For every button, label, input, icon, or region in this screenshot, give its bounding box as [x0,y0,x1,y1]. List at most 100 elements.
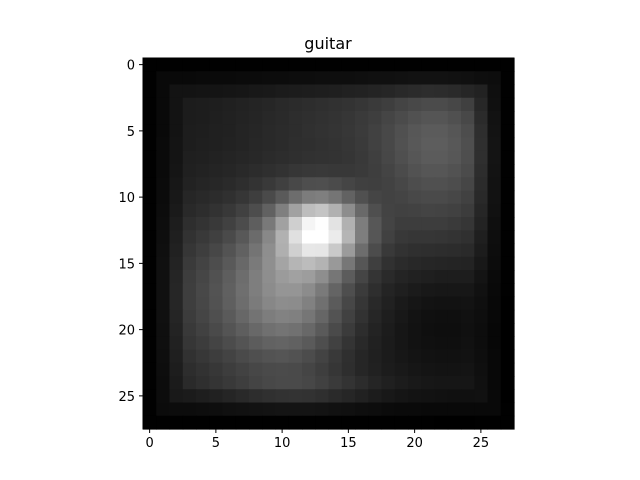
heatmap-cell [182,111,197,125]
heatmap-cell [447,389,462,404]
heatmap-cell [275,203,290,218]
heatmap-cell [381,270,396,284]
x-axis: 0 5 10 15 20 25 [145,429,489,451]
heatmap-cell [156,58,171,72]
heatmap-cell [355,71,369,86]
heatmap-cell [408,415,422,430]
heatmap-cell [500,164,515,178]
heatmap-cell [302,111,316,125]
heatmap-cell [421,376,436,390]
heatmap-cell [381,296,396,311]
heatmap-cell [262,256,277,271]
heatmap-cell [487,389,502,404]
heatmap-cell [368,389,383,404]
heatmap-cell [421,270,436,284]
heatmap-cell [487,283,502,298]
heatmap-cell [288,323,303,337]
heatmap-cell [182,336,197,351]
heatmap-cell [275,217,290,231]
heatmap-cell [315,217,330,231]
heatmap-cell [275,309,290,324]
heatmap-cell [368,84,383,99]
heatmap-cell [169,270,184,284]
heatmap-cell [500,203,515,218]
heatmap-cell [447,164,462,178]
heatmap-cell [302,190,316,205]
heatmap-cell [487,190,502,205]
heatmap-cell [341,336,356,351]
heatmap-cell [275,323,290,337]
heatmap-cell [355,256,369,271]
heatmap-cell [315,84,330,99]
heatmap-cell [328,389,343,404]
heatmap-cell [249,362,263,377]
heatmap-cell [143,177,157,192]
heatmap-cell [381,323,396,337]
heatmap-cell [474,217,489,231]
heatmap-cell [288,336,303,351]
heatmap-cell [288,84,303,99]
heatmap-cell [328,402,343,417]
heatmap-cell [461,256,475,271]
heatmap-cell [262,270,277,284]
heatmap-cell [156,256,171,271]
heatmap-cell [421,362,436,377]
heatmap-cell [222,283,237,298]
heatmap-cell [328,283,343,298]
heatmap-cell [341,150,356,165]
heatmap-cell [355,309,369,324]
heatmap-cell [235,323,250,337]
heatmap-cell [421,296,436,311]
heatmap-cell [275,190,290,205]
heatmap-cell [487,243,502,258]
heatmap-cell [421,349,436,364]
heatmap-cell [262,177,277,192]
heatmap-cell [394,376,409,390]
heatmap-cell [447,296,462,311]
heatmap-cell [169,111,184,125]
heatmap-cell [434,376,449,390]
heatmap-cell [474,270,489,284]
heatmap-cell [368,190,383,205]
heatmap-cell [156,71,171,86]
heatmap-cell [474,71,489,86]
heatmap-cell [341,71,356,86]
heatmap-cell [381,164,396,178]
heatmap-cell [182,58,197,72]
heatmap-cell [235,349,250,364]
heatmap-cell [341,243,356,258]
heatmap-cell [408,111,422,125]
heatmap-cell [474,349,489,364]
heatmap-cell [262,389,277,404]
heatmap-cell [288,230,303,245]
heatmap-cell [408,402,422,417]
heatmap-cell [169,71,184,86]
heatmap-cell [235,376,250,390]
heatmap-cell [408,164,422,178]
heatmap-cell [487,230,502,245]
x-tick-label: 10 [274,436,291,451]
heatmap-cell [461,402,475,417]
heatmap-cell [461,323,475,337]
heatmap-cell [341,124,356,139]
heatmap-cell [209,177,224,192]
heatmap-cell [249,389,263,404]
heatmap-cell [249,349,263,364]
heatmap-cell [235,243,250,258]
heatmap-cell [368,177,383,192]
heatmap-cell [209,323,224,337]
heatmap-cell [209,296,224,311]
heatmap-cell [275,362,290,377]
heatmap-cell [196,164,210,178]
heatmap-cell [235,296,250,311]
heatmap-cell [341,177,356,192]
heatmap-cell [288,58,303,72]
heatmap-cell [474,362,489,377]
heatmap-cell [368,58,383,72]
heatmap-cell [447,137,462,152]
heatmap-cell [235,217,250,231]
heatmap-cell [196,217,210,231]
heatmap-cell [355,217,369,231]
heatmap-cell [169,296,184,311]
heatmap-cell [249,97,263,112]
